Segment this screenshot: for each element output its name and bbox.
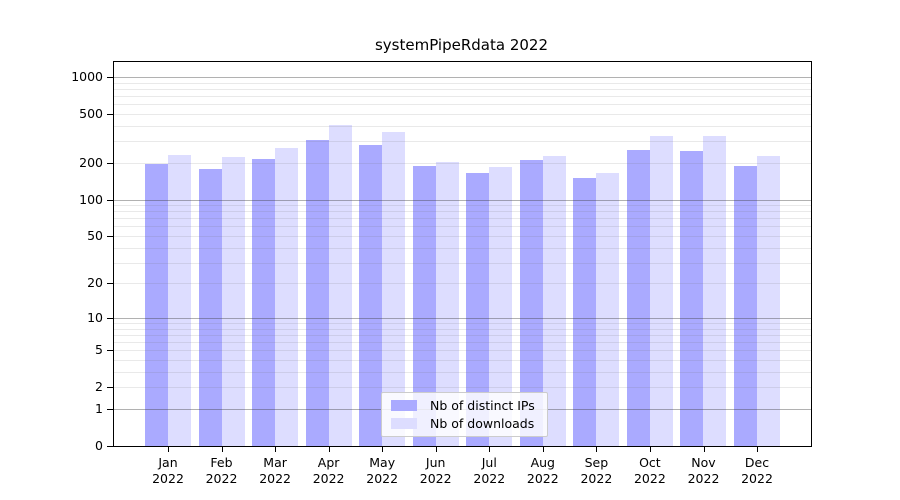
y-tick-label-10: 10: [87, 309, 103, 325]
bar-downloads-jun: [435, 161, 459, 446]
x-tick-jun: [435, 447, 437, 452]
y-tick-label-20: 20: [87, 275, 103, 291]
y-tick-50: [107, 236, 113, 237]
bar-downloads-feb: [221, 157, 245, 446]
legend: Nb of distinct IPs Nb of downloads: [381, 392, 548, 437]
bar-downloads-sep: [596, 172, 620, 446]
bar-distinct-ips-jun: [412, 165, 436, 446]
bar-distinct-ips-may: [359, 145, 383, 446]
x-tick-label-dec: Dec 2022: [741, 455, 773, 486]
y-tick-100: [107, 199, 113, 201]
x-tick-feb: [221, 447, 223, 452]
bar-downloads-mar: [275, 147, 299, 446]
x-tick-aug: [542, 447, 544, 452]
x-tick-label-feb: Feb 2022: [205, 455, 238, 486]
bar-downloads-oct: [649, 136, 673, 446]
bar-distinct-ips-jul: [466, 172, 490, 446]
legend-swatch-downloads: [391, 418, 417, 429]
y-tick-label-1: 1: [95, 401, 103, 416]
bars-layer: [114, 62, 811, 446]
x-tick-sep: [596, 447, 598, 452]
y-tick-label-50: 50: [87, 228, 103, 243]
x-tick-oct: [649, 447, 651, 452]
bar-downloads-jan: [168, 155, 191, 446]
y-tick-label-200: 200: [79, 154, 103, 170]
bar-distinct-ips-oct: [626, 150, 650, 446]
bar-downloads-apr: [328, 125, 352, 446]
y-tick-5: [107, 350, 113, 352]
bar-distinct-ips-mar: [252, 159, 276, 446]
x-tick-apr: [328, 447, 330, 452]
y-tick-10: [107, 317, 113, 319]
bar-distinct-ips-jan: [145, 164, 168, 446]
legend-swatch-distinct-ips: [391, 400, 417, 411]
bar-downloads-aug: [542, 156, 566, 446]
y-axis: 0 1 2 5 10 20 50 100 200 500 1000: [71, 62, 811, 453]
x-tick-label-nov: Nov 2022: [687, 455, 720, 486]
x-tick-label-jun: Jun 2022: [419, 455, 452, 486]
y-tick-20: [107, 283, 113, 285]
legend-label-downloads: Nb of downloads: [430, 416, 535, 431]
y-tick-1000: [107, 76, 113, 78]
x-tick-jan: [168, 447, 169, 452]
plot-area: 0 1 2 5 10 20 50 100 200 500 1000 Jan 2022 Feb 2022 Ma…: [71, 61, 812, 486]
x-tick-label-oct: Oct 2022: [633, 455, 666, 486]
x-axis: Jan 2022 Feb 2022 Mar 2022 Apr 2022 May 2022 Jun 20…: [114, 62, 811, 486]
y-tick-label-5: 5: [95, 342, 103, 358]
y-tick-label-500: 500: [79, 105, 103, 121]
y-tick-label-2: 2: [95, 379, 103, 395]
x-tick-label-may: May 2022: [366, 455, 399, 486]
bar-distinct-ips-apr: [305, 139, 329, 446]
y-tick-500: [107, 113, 113, 115]
chart-title: systemPipeRdata 2022: [374, 36, 548, 54]
bar-distinct-ips-aug: [519, 159, 543, 446]
bar-downloads-may: [382, 132, 406, 446]
x-tick-jul: [489, 447, 491, 452]
bar-downloads-dec: [757, 155, 780, 446]
y-tick-label-1000: 1000: [71, 68, 103, 84]
x-tick-label-apr: Apr 2022: [312, 455, 345, 486]
y-tick-2: [107, 387, 113, 389]
bar-downloads-jul: [489, 167, 513, 446]
x-tick-label-mar: Mar 2022: [259, 455, 291, 486]
x-tick-may: [382, 447, 384, 452]
y-tick-0: [107, 446, 113, 447]
y-tick-label-100: 100: [79, 191, 103, 207]
x-tick-label-aug: Aug 2022: [526, 455, 559, 486]
x-tick-label-sep: Sep 2022: [580, 455, 613, 486]
x-tick-label-jan: Jan 2022: [152, 455, 184, 486]
bar-distinct-ips-nov: [680, 151, 704, 446]
y-tick-200: [107, 162, 113, 164]
y-tick-label-0: 0: [95, 438, 103, 453]
bar-distinct-ips-feb: [198, 168, 222, 446]
x-tick-mar: [275, 447, 277, 452]
y-tick-1: [107, 409, 113, 410]
bar-distinct-ips-dec: [734, 166, 757, 446]
bar-distinct-ips-sep: [573, 178, 597, 446]
legend-item-downloads: Nb of downloads: [391, 416, 535, 431]
bar-downloads-nov: [703, 135, 727, 446]
legend-label-distinct-ips: Nb of distinct IPs: [430, 398, 535, 413]
x-tick-label-jul: Jul 2022: [473, 455, 506, 486]
x-tick-dec: [757, 447, 758, 452]
legend-item-distinct-ips: Nb of distinct IPs: [391, 398, 535, 413]
x-tick-nov: [703, 447, 705, 452]
